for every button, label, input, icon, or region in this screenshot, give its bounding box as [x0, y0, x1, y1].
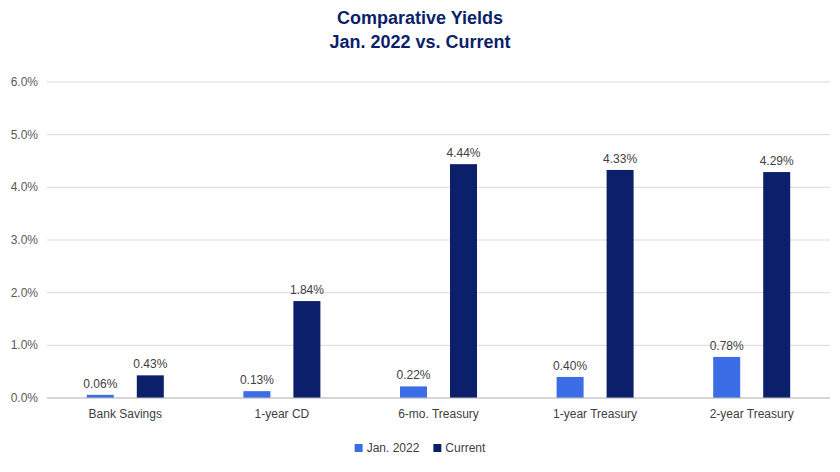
y-tick-label: 1.0%	[11, 338, 39, 352]
grid-line	[47, 240, 830, 241]
data-label: 4.33%	[603, 152, 637, 166]
data-label: 4.44%	[446, 146, 480, 160]
bars-group	[87, 164, 790, 398]
data-label: 0.13%	[240, 373, 274, 387]
bar	[763, 172, 790, 398]
bar	[137, 375, 164, 398]
chart-subtitle: Jan. 2022 vs. Current	[329, 32, 510, 52]
x-tick-label: Bank Savings	[89, 407, 162, 421]
x-axis-line	[47, 398, 830, 399]
chart-svg: Comparative Yields Jan. 2022 vs. Current 0…	[0, 0, 840, 472]
x-tick-label: 1-year Treasury	[553, 407, 637, 421]
bar	[607, 170, 634, 398]
grid-line	[47, 82, 830, 83]
grid-line	[47, 398, 830, 399]
data-label: 0.22%	[396, 368, 430, 382]
y-tick-label: 2.0%	[11, 286, 39, 300]
legend: Jan. 2022 Current	[355, 441, 486, 455]
y-tick-label: 0.0%	[11, 391, 39, 405]
legend-label: Current	[445, 441, 486, 455]
grid-line	[47, 134, 830, 135]
x-tick-label: 6-mo. Treasury	[398, 407, 479, 421]
y-tick-label: 3.0%	[11, 233, 39, 247]
grid-line	[47, 187, 830, 188]
y-tick-label: 4.0%	[11, 180, 39, 194]
data-label: 0.78%	[710, 339, 744, 353]
bar	[243, 391, 270, 398]
data-label: 4.29%	[760, 154, 794, 168]
data-label: 0.43%	[133, 357, 167, 371]
x-tick-label: 2-year Treasury	[710, 407, 794, 421]
labels-group: 0.06% 0.43% 0.13% 1.84% 0.22% 4.44% 0.40% 4.33%…	[83, 146, 794, 391]
grid-line	[47, 292, 830, 293]
x-tick-label: 1-year CD	[255, 407, 310, 421]
bar	[450, 164, 477, 398]
data-label: 0.06%	[83, 377, 117, 391]
bar	[557, 377, 584, 398]
data-label: 0.40%	[553, 359, 587, 373]
chart-title: Comparative Yields	[337, 8, 503, 28]
data-label: 1.84%	[290, 283, 324, 297]
chart-container: Comparative Yields Jan. 2022 vs. Current 0…	[0, 0, 840, 472]
y-tick-label: 5.0%	[11, 128, 39, 142]
bar	[713, 357, 740, 398]
bar	[400, 386, 427, 398]
bar	[293, 301, 320, 398]
legend-label: Jan. 2022	[367, 441, 420, 455]
legend-swatch	[433, 444, 441, 452]
y-tick-label: 6.0%	[11, 75, 39, 89]
legend-swatch	[355, 444, 363, 452]
